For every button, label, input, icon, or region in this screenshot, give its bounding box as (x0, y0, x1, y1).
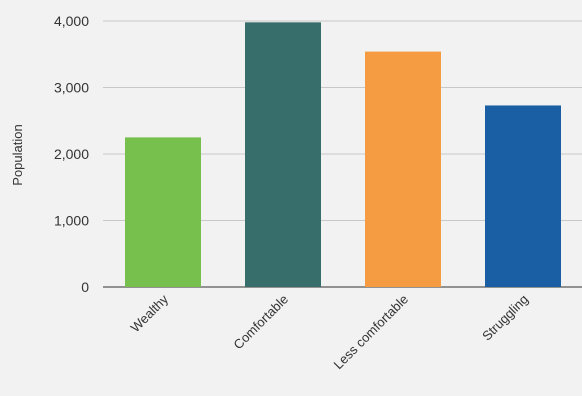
bar-comfortable (245, 22, 321, 288)
y-tick-label: 3,000 (54, 80, 89, 96)
bar-wealthy (125, 137, 201, 287)
y-axis-title: Population (10, 124, 25, 185)
y-axis-ticks: 0 1,000 2,000 3,000 4,000 (54, 13, 89, 295)
y-tick-label: 2,000 (54, 146, 89, 162)
y-tick-label: 4,000 (54, 13, 89, 29)
bar-struggling (485, 105, 561, 287)
y-tick-label: 1,000 (54, 213, 89, 229)
bar-less-comfortable (365, 51, 441, 288)
y-tick-label: 0 (81, 279, 89, 295)
bars (125, 22, 561, 288)
